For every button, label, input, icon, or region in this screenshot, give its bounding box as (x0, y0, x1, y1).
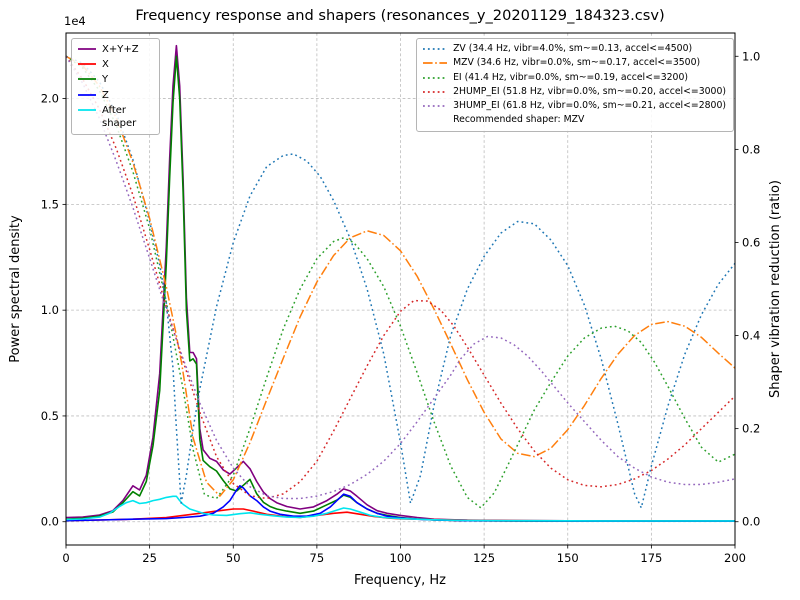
shaper-line-3hump_ei (65, 55, 736, 500)
svg-text:0.8: 0.8 (742, 142, 760, 156)
shaper-line-mzv (65, 55, 736, 497)
plot-axes (62, 32, 739, 549)
plot-series (65, 44, 736, 522)
legend-line-sample (422, 100, 448, 112)
legend-label: Recommended shaper: MZV (453, 114, 585, 126)
legend-label: Z (102, 89, 109, 101)
legend-item: EI (41.4 Hz, vibr=0.0%, sm~=0.19, accel<… (422, 72, 726, 84)
legend-item: After shaper (77, 104, 152, 130)
svg-text:0.2: 0.2 (742, 422, 760, 436)
legend-line-sample (422, 43, 448, 55)
svg-text:2.0: 2.0 (41, 92, 59, 106)
svg-text:0.0: 0.0 (41, 515, 59, 529)
axis-offset-label: 1e4 (64, 14, 86, 28)
legend-line-sample (77, 104, 97, 116)
svg-text:125: 125 (473, 551, 495, 565)
legend-psd: X+Y+Z X Y Z After shaper (71, 38, 160, 136)
legend-item: Recommended shaper: MZV (422, 114, 726, 126)
legend-label: X (102, 59, 109, 71)
legend-label: 3HUMP_EI (61.8 Hz, vibr=0.0%, sm~=0.21, … (453, 100, 726, 112)
svg-text:200: 200 (724, 551, 746, 565)
legend-line-sample (422, 86, 448, 98)
legend-line-sample (77, 58, 97, 70)
svg-text:100: 100 (390, 551, 412, 565)
svg-text:1.0: 1.0 (41, 303, 59, 317)
y-axis-left-title: Power spectral density (8, 215, 23, 363)
legend-line-sample (77, 43, 97, 55)
svg-text:25: 25 (142, 551, 157, 565)
legend-shapers: ZV (34.4 Hz, vibr=4.0%, sm~=0.13, accel<… (416, 38, 734, 132)
legend-label: X+Y+Z (102, 44, 139, 55)
legend-line-sample (422, 72, 448, 84)
chart-title: Frequency response and shapers (resonanc… (135, 7, 665, 24)
shaper-line-2hump_ei (65, 55, 736, 500)
legend-item: Y (77, 73, 152, 86)
x-axis-title: Frequency, Hz (354, 573, 446, 588)
svg-text:75: 75 (310, 551, 325, 565)
legend-line-sample (77, 89, 97, 101)
legend-item: ZV (34.4 Hz, vibr=4.0%, sm~=0.13, accel<… (422, 43, 726, 55)
legend-item: Z (77, 89, 152, 102)
svg-text:0.5: 0.5 (41, 409, 59, 423)
legend-label: EI (41.4 Hz, vibr=0.0%, sm~=0.19, accel<… (453, 71, 689, 83)
svg-text:1.0: 1.0 (742, 49, 760, 63)
y-axis-right-title: Shaper vibration reduction (ratio) (768, 180, 783, 398)
shaper-line-ei (65, 55, 736, 509)
svg-text:0.4: 0.4 (742, 329, 760, 343)
svg-text:1.5: 1.5 (41, 197, 59, 211)
svg-text:0.6: 0.6 (742, 235, 760, 249)
tick-labels: 0 25 50 75 100 125 150 175 200 0.0 0.5 1.0 1.5 2.0 0.0… (41, 49, 761, 565)
svg-text:175: 175 (640, 551, 662, 565)
legend-label: MZV (34.6 Hz, vibr=0.0%, sm~=0.17, accel… (453, 57, 701, 69)
svg-text:0.0: 0.0 (742, 515, 760, 529)
legend-label: After shaper (102, 104, 137, 129)
psd-line-x-y-z (65, 44, 735, 522)
legend-line-sample (77, 73, 97, 85)
legend-label: Y (102, 74, 109, 86)
legend-item: X+Y+Z (77, 43, 152, 56)
legend-item: MZV (34.6 Hz, vibr=0.0%, sm~=0.17, accel… (422, 57, 726, 69)
svg-text:0: 0 (62, 551, 69, 565)
svg-text:150: 150 (557, 551, 579, 565)
legend-label: ZV (34.4 Hz, vibr=4.0%, sm~=0.13, accel<… (453, 43, 693, 54)
legend-label: 2HUMP_EI (51.8 Hz, vibr=0.0%, sm~=0.20, … (453, 85, 726, 97)
legend-spacer (422, 114, 448, 126)
svg-text:50: 50 (226, 551, 241, 565)
legend-line-sample (422, 57, 448, 69)
legend-item: 2HUMP_EI (51.8 Hz, vibr=0.0%, sm~=0.20, … (422, 86, 726, 98)
legend-item: X (77, 58, 152, 71)
psd-line-after-shaper (65, 495, 735, 522)
legend-item: 3HUMP_EI (61.8 Hz, vibr=0.0%, sm~=0.21, … (422, 100, 726, 112)
